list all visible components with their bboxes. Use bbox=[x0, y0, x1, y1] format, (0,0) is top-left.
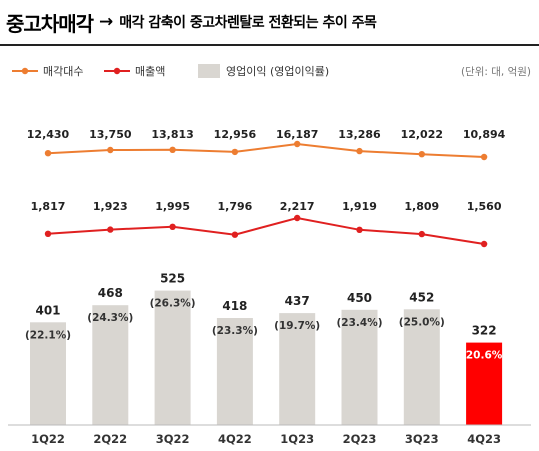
chart-title: 중고차매각 bbox=[6, 11, 94, 36]
line-series-group: 12,430 13,750 13,813 12,956 16,187 13,286 12,0… bbox=[27, 128, 506, 248]
sales-count-data-label: 13,813 bbox=[151, 128, 193, 141]
sales-count-point bbox=[356, 147, 363, 155]
bar-value-label: 401 bbox=[35, 303, 60, 317]
margin-label: (25.0%) bbox=[399, 316, 445, 328]
bar-value-label: 452 bbox=[409, 290, 434, 304]
x-axis: 1Q22 2Q22 3Q22 4Q22 1Q23 2Q23 3Q23 4Q23 bbox=[8, 424, 531, 446]
sales-count-data-label: 12,430 bbox=[27, 128, 70, 141]
bar-value-label: 437 bbox=[285, 294, 310, 308]
arrow-icon: → bbox=[99, 12, 114, 32]
header-divider bbox=[0, 44, 539, 46]
bar bbox=[403, 309, 440, 425]
revenue-point bbox=[356, 226, 363, 233]
revenue-point bbox=[294, 214, 301, 222]
bar-value-label: 418 bbox=[222, 299, 247, 313]
bar-value-label: 450 bbox=[347, 291, 372, 305]
x-tick-label: 3Q22 bbox=[156, 432, 190, 446]
margin-label: (20.6%) bbox=[461, 350, 507, 362]
revenue-data-label: 1,809 bbox=[404, 200, 439, 213]
legend: 매각대수 매출액 영업이익 (영업이익률) (단위: 대, 억원) bbox=[12, 64, 531, 78]
sales-count-data-label: 12,956 bbox=[214, 128, 257, 141]
sales-count-data-label: 12,022 bbox=[401, 128, 443, 141]
revenue-point bbox=[107, 226, 114, 233]
sales-count-data-label: 13,286 bbox=[338, 128, 381, 141]
x-tick-label: 4Q23 bbox=[467, 432, 501, 446]
margin-label: (23.4%) bbox=[336, 317, 382, 329]
margin-label: (24.3%) bbox=[87, 312, 133, 324]
sales-count-data-label: 10,894 bbox=[463, 128, 506, 141]
sales-count-point bbox=[294, 140, 301, 148]
legend-label-operating-profit: 영업이익 (영업이익률) bbox=[226, 65, 329, 78]
revenue-data-label: 1,995 bbox=[155, 200, 190, 213]
sales-count-line bbox=[47, 142, 485, 158]
revenue-point bbox=[418, 230, 425, 238]
revenue-data-label: 1,923 bbox=[93, 200, 128, 213]
chart-header: 중고차매각 → 매각 감축이 중고차렌탈로 전환되는 추이 주목 bbox=[0, 0, 539, 44]
margin-label: (19.7%) bbox=[274, 320, 320, 332]
bar bbox=[341, 309, 378, 425]
sales-count-point bbox=[169, 146, 176, 153]
bar-value-label: 322 bbox=[472, 324, 497, 338]
revenue-point bbox=[169, 223, 176, 230]
revenue-data-label: 1,919 bbox=[342, 200, 377, 213]
bar-value-label: 525 bbox=[160, 272, 185, 286]
revenue-point bbox=[44, 230, 52, 237]
revenue-data-label: 1,817 bbox=[31, 200, 66, 213]
sales-count-point bbox=[107, 146, 114, 154]
bar-highlight bbox=[466, 342, 503, 425]
sales-count-data-label: 13,750 bbox=[89, 128, 132, 141]
sales-count-point bbox=[44, 150, 52, 157]
sales-count-point bbox=[480, 153, 488, 161]
revenue-data-label: 1,560 bbox=[467, 200, 502, 213]
legend-label-sales-count: 매각대수 bbox=[43, 65, 83, 78]
bar-value-label: 468 bbox=[98, 286, 123, 300]
x-tick-label: 1Q23 bbox=[280, 432, 314, 446]
bar bbox=[92, 305, 129, 425]
legend-label-revenue: 매출액 bbox=[135, 65, 165, 78]
x-tick-label: 2Q23 bbox=[343, 432, 377, 446]
revenue-line bbox=[47, 216, 485, 245]
bar bbox=[30, 322, 66, 425]
revenue-data-label: 1,796 bbox=[218, 200, 253, 213]
bar bbox=[279, 313, 316, 425]
x-tick-label: 1Q22 bbox=[31, 432, 65, 446]
legend-marker-revenue bbox=[113, 67, 121, 75]
revenue-data-label: 2,217 bbox=[280, 200, 315, 213]
revenue-point bbox=[480, 240, 488, 248]
margin-label: (22.1%) bbox=[25, 329, 71, 341]
bar-series-group: 401 (22.1%) 468 (24.3%) 525 (26.3%) 418 (23.3%)… bbox=[25, 272, 507, 425]
sales-count-point bbox=[418, 151, 425, 158]
unit-note: (단위: 대, 억원) bbox=[461, 65, 531, 78]
x-tick-label: 4Q22 bbox=[218, 432, 252, 446]
bar bbox=[216, 318, 253, 425]
margin-label: (26.3%) bbox=[150, 298, 196, 310]
x-tick-label: 2Q22 bbox=[93, 432, 127, 446]
sales-count-point bbox=[231, 148, 239, 156]
revenue-point bbox=[231, 231, 239, 238]
legend-marker-sales-count bbox=[21, 67, 29, 75]
sales-count-data-label: 16,187 bbox=[276, 128, 318, 141]
bar bbox=[154, 290, 191, 425]
chart-subtitle: 매각 감축이 중고차렌탈로 전환되는 추이 주목 bbox=[119, 15, 377, 31]
x-tick-label: 3Q23 bbox=[405, 432, 439, 446]
legend-swatch-operating-profit bbox=[198, 64, 220, 78]
margin-label: (23.3%) bbox=[212, 325, 258, 337]
